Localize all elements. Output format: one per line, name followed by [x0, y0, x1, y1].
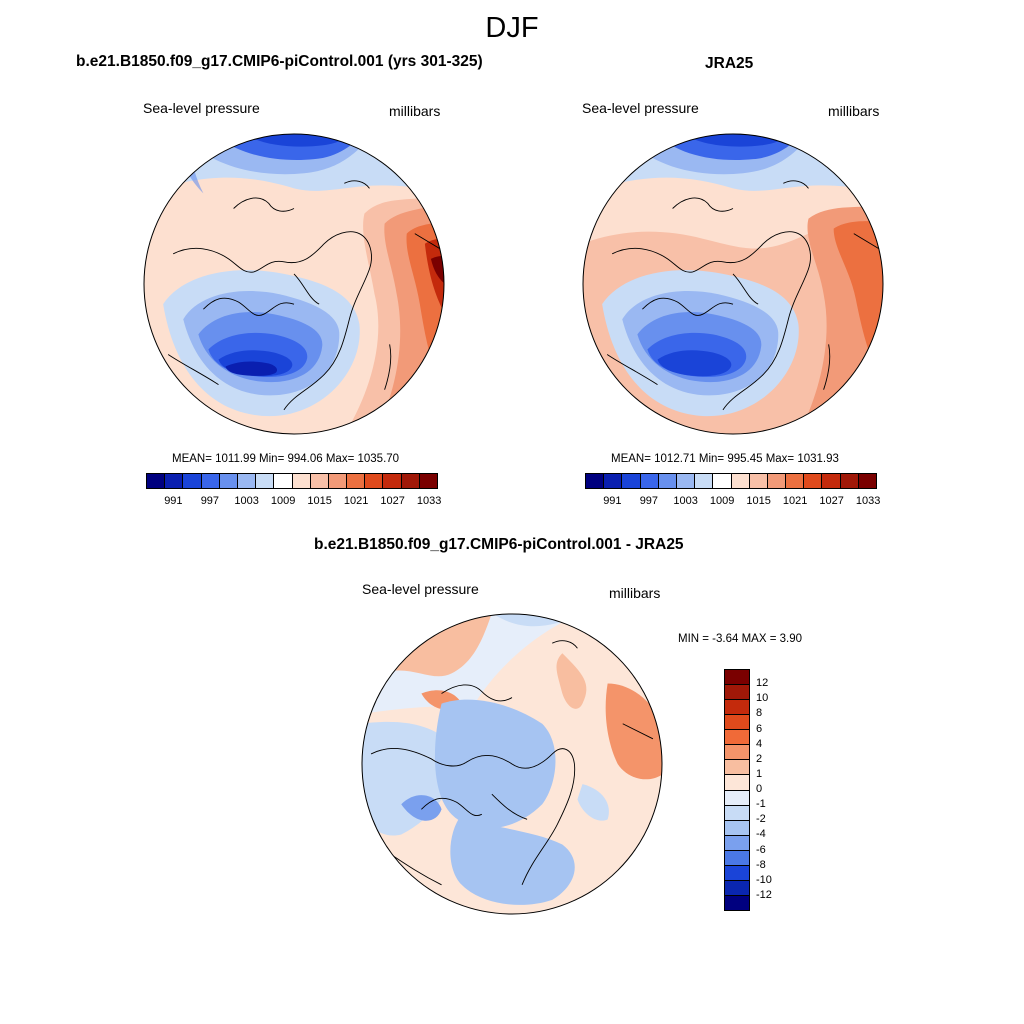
colorbar-tick-label: 997 [639, 495, 659, 507]
colorbar-tick-label: 991 [164, 495, 183, 507]
colorbar-tick-label: 1 [756, 767, 763, 780]
colorbar-swatch [419, 474, 437, 488]
colorbar-swatch [328, 474, 348, 488]
colorbar-tick-label: -8 [756, 858, 766, 871]
model-colorbar [146, 473, 438, 489]
colorbar-swatch [725, 805, 749, 821]
colorbar-swatch [786, 474, 805, 488]
colorbar-swatch [347, 474, 366, 488]
colorbar-swatch [676, 474, 696, 488]
colorbar-swatch [804, 474, 823, 488]
model-panel-title: b.e21.B1850.f09_g17.CMIP6-piControl.001 … [76, 53, 483, 70]
colorbar-swatch [725, 895, 749, 910]
colorbar-swatch [767, 474, 787, 488]
colorbar-swatch [604, 474, 623, 488]
colorbar-swatch [292, 474, 311, 488]
colorbar-tick-label: 1021 [343, 495, 369, 507]
obs-colorbar [585, 473, 877, 489]
colorbar-swatch [201, 474, 220, 488]
colorbar-tick-label: -4 [756, 828, 766, 841]
colorbar-tick-label: 10 [756, 692, 769, 705]
colorbar-swatch [822, 474, 841, 488]
colorbar-swatch [725, 715, 749, 731]
colorbar-tick-label: 1021 [782, 495, 808, 507]
obs-slp-map [582, 133, 884, 435]
colorbar-swatch [725, 850, 749, 866]
colorbar-swatch [640, 474, 659, 488]
colorbar-tick-label: 1015 [746, 495, 771, 507]
colorbar-tick-label: -12 [756, 888, 772, 901]
colorbar-swatch [365, 474, 384, 488]
colorbar-tick-label: -1 [756, 798, 766, 811]
colorbar-swatch [725, 745, 749, 761]
diff-panel-title: b.e21.B1850.f09_g17.CMIP6-piControl.001 … [314, 536, 684, 553]
colorbar-tick-label: 12 [756, 677, 769, 690]
colorbar-tick-label: 1009 [709, 495, 735, 507]
colorbar-tick-label: 6 [756, 722, 763, 735]
colorbar-swatch [383, 474, 402, 488]
colorbar-tick-label: 991 [603, 495, 622, 507]
colorbar-swatch [658, 474, 677, 488]
colorbar-tick-label: -2 [756, 813, 766, 826]
colorbar-swatch [725, 775, 749, 791]
season-title: DJF [485, 12, 539, 44]
colorbar-tick-label: -10 [756, 873, 772, 886]
colorbar-swatch [840, 474, 859, 488]
model-stats: MEAN= 1011.99 Min= 994.06 Max= 1035.70 [172, 453, 400, 465]
model-slp-map [143, 133, 445, 435]
colorbar-swatch [725, 700, 749, 716]
diff-variable-label: Sea-level pressure [362, 581, 479, 597]
colorbar-swatch [219, 474, 238, 488]
diff-colorbar [724, 669, 750, 911]
colorbar-swatch [695, 474, 714, 488]
colorbar-swatch [622, 474, 641, 488]
colorbar-swatch [147, 474, 166, 488]
colorbar-swatch [725, 685, 749, 701]
colorbar-tick-label: 1003 [673, 495, 698, 507]
colorbar-swatch [725, 835, 749, 851]
colorbar-tick-label: 1027 [380, 495, 405, 507]
colorbar-swatch [749, 474, 768, 488]
colorbar-swatch [237, 474, 257, 488]
colorbar-swatch [725, 880, 749, 896]
diff-units-label: millibars [609, 585, 661, 601]
colorbar-tick-label: 1033 [416, 495, 442, 507]
colorbar-swatch [725, 670, 749, 686]
colorbar-swatch [256, 474, 275, 488]
colorbar-tick-label: 2 [756, 752, 763, 765]
colorbar-tick-label: 4 [756, 737, 763, 750]
colorbar-swatch [310, 474, 329, 488]
obs-stats: MEAN= 1012.71 Min= 995.45 Max= 1031.93 [611, 453, 839, 465]
colorbar-tick-label: 1033 [855, 495, 881, 507]
obs-panel-title: JRA25 [705, 55, 754, 72]
colorbar-tick-label: 1003 [234, 495, 259, 507]
colorbar-swatch [725, 865, 749, 881]
colorbar-swatch [725, 730, 749, 746]
diff-stats: MIN = -3.64 MAX = 3.90 [678, 633, 803, 645]
model-units-label: millibars [389, 103, 441, 119]
colorbar-swatch [713, 474, 732, 488]
colorbar-tick-label: 1015 [307, 495, 332, 507]
colorbar-swatch [401, 474, 420, 488]
model-variable-label: Sea-level pressure [143, 100, 260, 116]
colorbar-swatch [725, 790, 749, 806]
obs-units-label: millibars [828, 103, 880, 119]
colorbar-tick-label: 0 [756, 783, 763, 795]
colorbar-swatch [731, 474, 750, 488]
colorbar-tick-label: 1009 [270, 495, 296, 507]
obs-variable-label: Sea-level pressure [582, 100, 699, 116]
colorbar-swatch [183, 474, 202, 488]
diff-slp-map [361, 613, 663, 915]
colorbar-tick-label: 997 [200, 495, 220, 507]
colorbar-swatch [586, 474, 605, 488]
colorbar-swatch [858, 474, 876, 488]
colorbar-tick-label: 8 [756, 707, 763, 720]
colorbar-swatch [725, 820, 749, 836]
colorbar-tick-label: 1027 [819, 495, 844, 507]
colorbar-swatch [725, 760, 749, 776]
colorbar-swatch [274, 474, 293, 488]
colorbar-swatch [165, 474, 184, 488]
colorbar-tick-label: -6 [756, 843, 766, 856]
